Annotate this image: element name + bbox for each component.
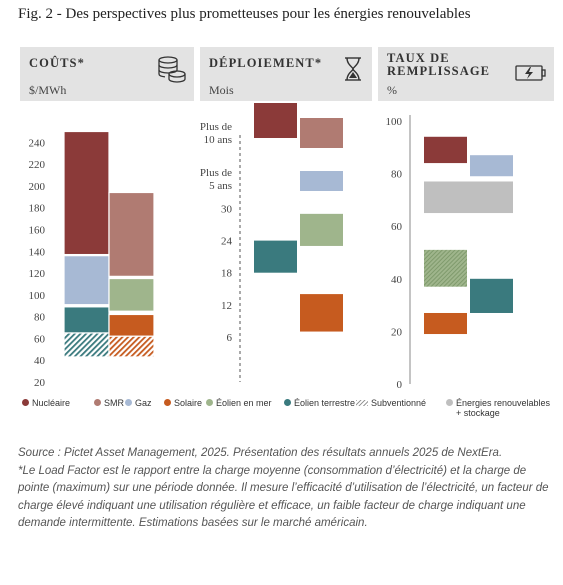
deployment-bar-eolien-terrestre (254, 240, 297, 273)
load-factor-panel-header: TAUX DE REMPLISSAGE % (378, 47, 554, 101)
load-factor-y-tick-label: 20 (391, 326, 403, 338)
battery-charging-icon (515, 65, 546, 81)
deployment-bar-eolien-en-mer (300, 213, 343, 246)
load-factor-bar-eolien-en-mer (424, 249, 467, 287)
legend-label: Nucléaire (32, 398, 70, 408)
cost-bar-smr (108, 191, 155, 277)
hourglass-icon (345, 57, 361, 81)
legend-item-nucleaire: Nucléaire (22, 398, 70, 408)
legend-label-line: Éolien en mer (216, 398, 272, 408)
deployment-panel-unit: Mois (209, 83, 234, 97)
legend-label-line: Éolien terrestre (294, 398, 356, 408)
costs-panel-unit: $/MWh (29, 83, 67, 97)
legend-label: SMR (104, 398, 124, 408)
load-factor-panel-title: TAUX DE REMPLISSAGE (387, 51, 491, 78)
legend-label: Solaire (174, 398, 202, 408)
legend-dot-swatch (206, 399, 213, 406)
footnote: *Le Load Factor est le rapport entre la … (18, 464, 549, 530)
legend-item-solaire: Solaire (164, 398, 202, 408)
legend-dot-swatch (446, 399, 453, 406)
load-factor-y-tick-label: 80 (391, 169, 403, 181)
figure-title: Fig. 2 - Des perspectives plus prometteu… (18, 6, 471, 22)
cost-y-tick-label: 60 (34, 333, 46, 345)
legend-item-eolien-en-mer: Éolien en mer (206, 398, 272, 408)
load-factor-panel-unit: % (387, 83, 397, 97)
legend-label-line-2: + stockage (456, 408, 500, 418)
load-factor-y-tick-label: 100 (386, 116, 403, 128)
legend-item-eolien-terrestre: Éolien terrestre (284, 398, 355, 408)
deployment-y-tick-label: 18 (221, 268, 233, 280)
deployment-category-label: Plus de (200, 121, 232, 133)
charts-svg: 2040608010012014016018020022024061218243… (29, 103, 513, 391)
load-factor-y-tick-label: 0 (397, 379, 403, 391)
deployment-y-tick-label: 6 (227, 332, 233, 344)
deployment-category-label: 5 ans (209, 180, 232, 192)
cost-y-tick-label: 240 (29, 137, 46, 149)
deployment-bar-smr (300, 118, 343, 148)
legend-label: Éolien terrestre (294, 398, 355, 408)
load-factor-bar-gaz (470, 155, 513, 177)
load-factor-bar-eolien-terrestre (470, 278, 513, 313)
legend-label-line: Énergies renouvelables (456, 398, 551, 408)
load-factor-bar-nucleaire (424, 136, 467, 164)
cost-y-tick-label: 100 (29, 290, 46, 302)
cost-y-tick-label: 140 (29, 246, 46, 258)
cost-y-tick-label: 160 (29, 225, 46, 237)
legend-dot-swatch (22, 399, 29, 406)
deployment-panel-title: DÉPLOIEMENT* (209, 56, 323, 70)
cost-bar-eolien-en-mer (108, 277, 155, 312)
legend-item-energies-renouvelables-stockage: Énergies renouvelables + stockage (446, 398, 550, 418)
load-factor-bar-solaire (424, 312, 467, 335)
cost-bar-solaire-subsidized (108, 335, 155, 358)
cost-bar-gaz (63, 255, 110, 306)
legend-label-line: Gaz (135, 398, 152, 408)
costs-panel-title: COÛTS* (29, 56, 85, 70)
legend-item-subventionne: Subventionné (356, 398, 426, 408)
legend-item-gaz: Gaz (125, 398, 152, 408)
cost-y-tick-label: 20 (34, 377, 46, 389)
cost-y-tick-label: 40 (34, 355, 46, 367)
chart-legend: Nucléaire SMR Gaz Solaire Éolien en mer Éolie… (22, 398, 557, 424)
legend-item-smr: SMR (94, 398, 124, 408)
legend-dot-swatch (125, 399, 132, 406)
legend-dot-swatch (164, 399, 171, 406)
deployment-bar-gaz (300, 171, 343, 191)
legend-dot-swatch (284, 399, 291, 406)
legend-label-line: Subventionné (371, 398, 427, 408)
legend-label: Énergies renouvelables + stockage (456, 398, 550, 418)
cost-y-tick-label: 200 (29, 181, 46, 193)
deployment-category-label: 10 ans (204, 134, 232, 146)
load-factor-y-tick-label: 60 (391, 221, 403, 233)
deployment-bar-nucleaire (254, 103, 297, 138)
cost-bar-eolien-terrestre (63, 306, 110, 334)
deployment-category-label: Plus de (200, 167, 232, 179)
legend-hatch-swatch (356, 400, 368, 406)
cost-y-tick-label: 80 (34, 312, 46, 324)
cost-y-tick-label: 180 (29, 203, 46, 215)
deployment-y-tick-label: 24 (221, 236, 233, 248)
legend-dot-swatch (94, 399, 101, 406)
cost-bar-solaire (108, 313, 155, 337)
coins-icon (158, 56, 186, 83)
load-factor-bar-energies-renouvelables-stockage (424, 181, 513, 214)
deployment-y-tick-label: 30 (221, 204, 233, 216)
legend-label: Éolien en mer (216, 398, 272, 408)
legend-label-line: Solaire (174, 398, 203, 408)
cost-y-tick-label: 120 (29, 268, 46, 280)
legend-label-line: Nucléaire (32, 398, 71, 408)
legend-label: Subventionné (371, 398, 426, 408)
cost-bar-nucleaire (63, 130, 110, 256)
deployment-bar-solaire (300, 294, 343, 332)
load-factor-y-tick-label: 40 (391, 274, 403, 286)
deployment-panel-header: DÉPLOIEMENT* Mois (200, 47, 372, 101)
legend-label-line: SMR (104, 398, 124, 408)
cost-bar-eolien-terrestre-subsidized (63, 332, 110, 358)
notes: Source : Pictet Asset Management, 2025. … (18, 445, 556, 533)
deployment-y-tick-label: 12 (221, 300, 232, 312)
costs-panel-header: COÛTS* $/MWh (20, 47, 194, 101)
source-note: Source : Pictet Asset Management, 2025. … (18, 447, 503, 459)
legend-label: Gaz (135, 398, 152, 408)
cost-y-tick-label: 220 (29, 159, 46, 171)
